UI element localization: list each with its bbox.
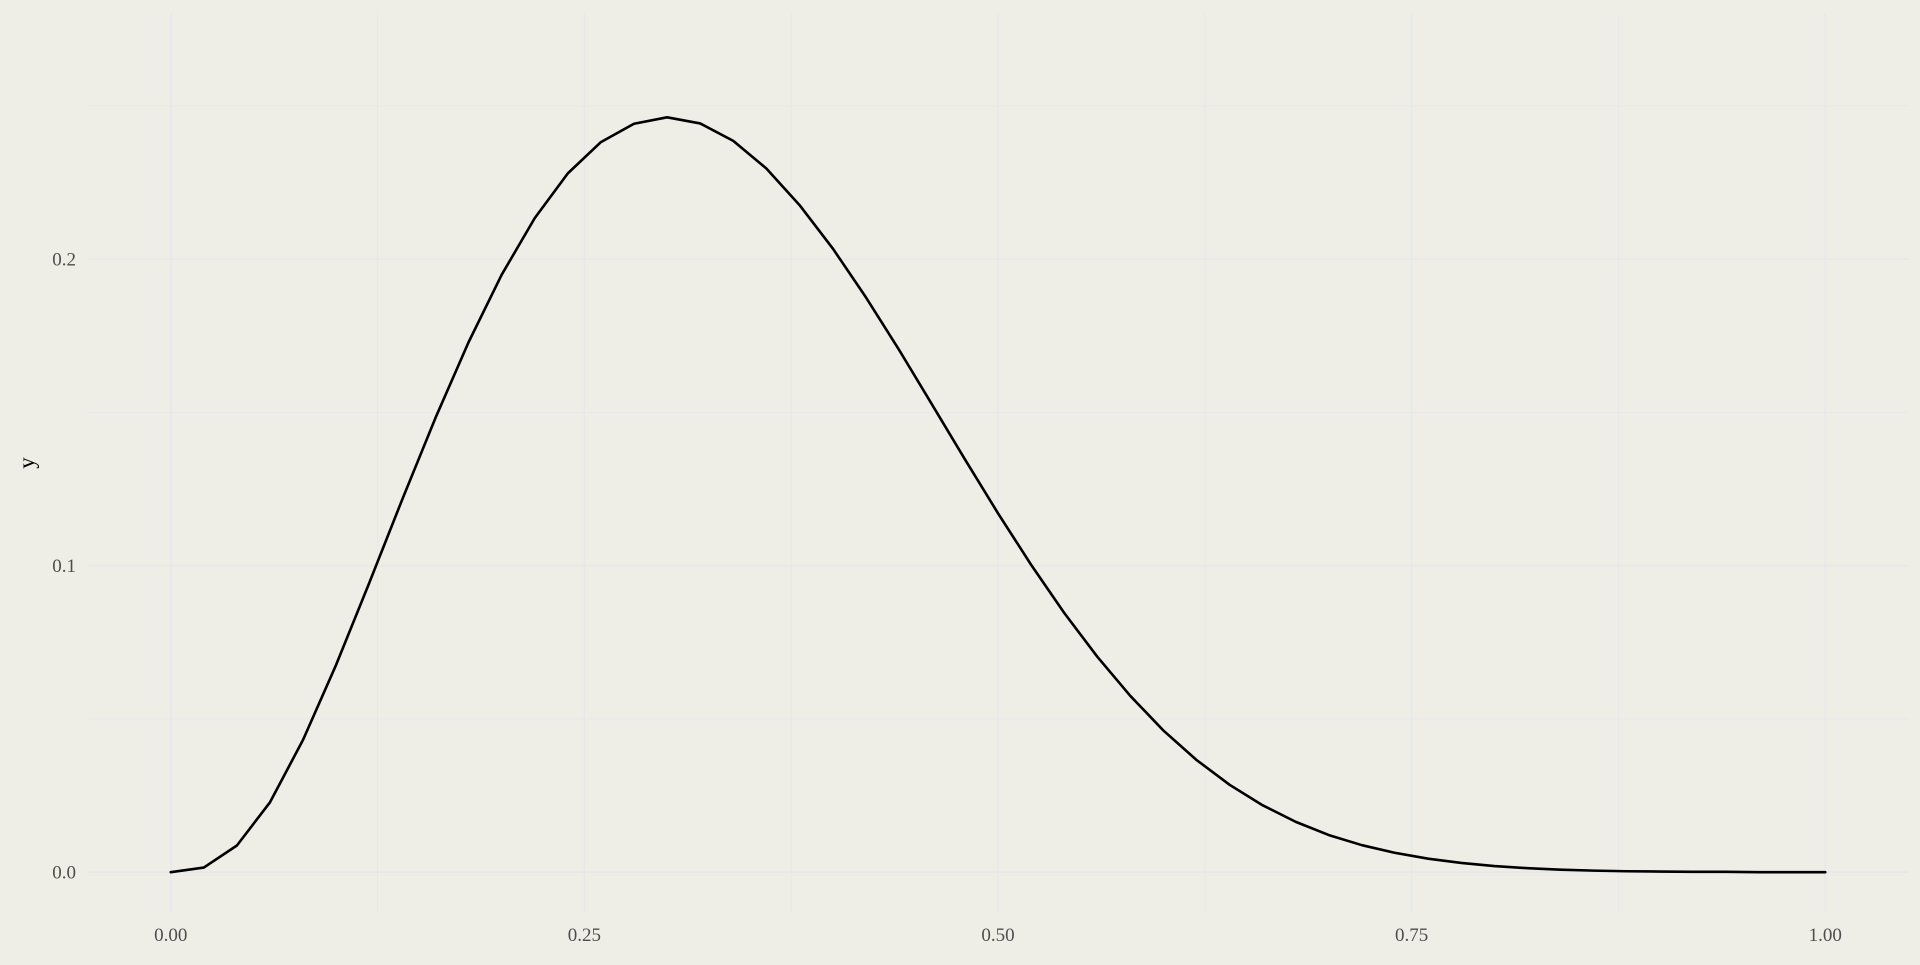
x-tick-label: 0.00 [154, 925, 187, 946]
y-axis-title: y [14, 457, 39, 469]
grid [88, 14, 1908, 912]
y-tick-label: 0.2 [52, 250, 76, 271]
series-line [169, 115, 1827, 874]
x-tick-label: 0.50 [981, 925, 1014, 946]
x-tick-label: 0.75 [1395, 925, 1428, 946]
series-layer [169, 115, 1827, 874]
x-tick-label: 1.00 [1809, 925, 1842, 946]
y-axis: 0.0 0.1 0.2 [52, 250, 76, 884]
y-tick-label: 0.0 [52, 863, 76, 884]
x-tick-label: 0.25 [568, 925, 601, 946]
x-axis: 0.00 0.25 0.50 0.75 1.00 [154, 925, 1842, 946]
y-tick-label: 0.1 [52, 556, 76, 577]
